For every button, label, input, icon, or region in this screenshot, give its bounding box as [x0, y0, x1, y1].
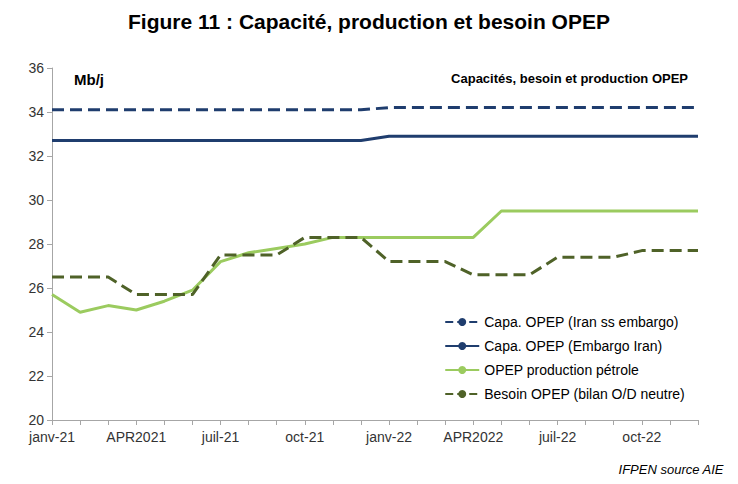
svg-text:36: 36: [28, 60, 44, 76]
svg-text:janv-21: janv-21: [28, 429, 75, 445]
svg-text:juil-22: juil-22: [538, 429, 577, 445]
svg-text:24: 24: [28, 324, 44, 340]
svg-text:janv-22: janv-22: [365, 429, 412, 445]
svg-text:26: 26: [28, 280, 44, 296]
svg-text:32: 32: [28, 148, 44, 164]
svg-text:Capa. OPEP (Iran ss embargo): Capa. OPEP (Iran ss embargo): [484, 314, 678, 330]
svg-text:oct-21: oct-21: [285, 429, 324, 445]
svg-text:Figure 11 : Capacité, producti: Figure 11 : Capacité, production et beso…: [128, 10, 610, 33]
svg-text:APR2021: APR2021: [106, 429, 166, 445]
svg-text:juil-21: juil-21: [201, 429, 240, 445]
svg-text:30: 30: [28, 192, 44, 208]
svg-text:oct-22: oct-22: [622, 429, 661, 445]
svg-text:APR2022: APR2022: [443, 429, 503, 445]
svg-text:34: 34: [28, 104, 44, 120]
svg-text:28: 28: [28, 236, 44, 252]
svg-text:Capa. OPEP (Embargo Iran): Capa. OPEP (Embargo Iran): [484, 338, 662, 354]
svg-text:Mb/j: Mb/j: [74, 71, 104, 88]
svg-text:OPEP production pétrole: OPEP production pétrole: [484, 362, 639, 378]
svg-text:IFPEN source AIE: IFPEN source AIE: [619, 462, 724, 477]
svg-text:22: 22: [28, 368, 44, 384]
svg-text:Besoin OPEP (bilan O/D neutre): Besoin OPEP (bilan O/D neutre): [484, 386, 685, 402]
svg-text:20: 20: [28, 412, 44, 428]
svg-text:Capacités, besoin et productio: Capacités, besoin et production OPEP: [451, 71, 688, 86]
